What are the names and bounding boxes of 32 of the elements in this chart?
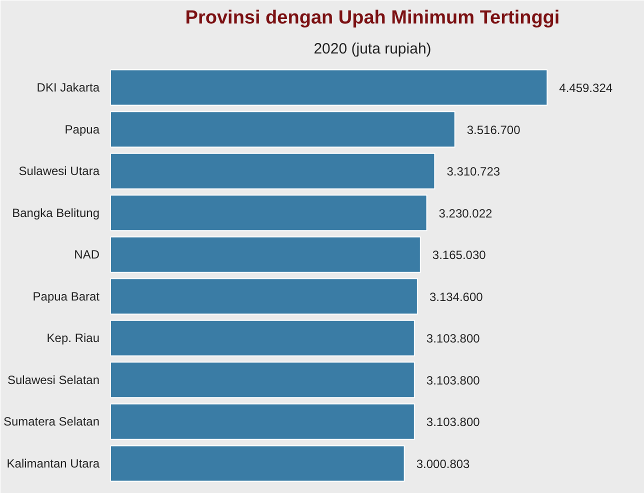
data-label: 4.459.324 xyxy=(559,81,613,96)
data-label: 3.103.800 xyxy=(426,415,480,430)
y-tick-label: NAD xyxy=(74,248,100,262)
bar xyxy=(110,236,421,273)
bar xyxy=(110,362,415,398)
bar xyxy=(110,445,405,482)
y-tick-label: Papua Barat xyxy=(32,289,100,304)
y-tick-label: Kalimantan Utara xyxy=(6,456,100,470)
y-tick-label: Sumatera Selatan xyxy=(3,414,100,429)
chart-title: Provinsi dengan Upah Minimum Tertinggi xyxy=(185,8,560,28)
y-tick-label: Sulawesi Selatan xyxy=(7,372,100,387)
y-tick-label: Papua xyxy=(64,122,100,136)
y-tick-label: DKI Jakarta xyxy=(36,80,100,95)
chart-subtitle: 2020 (juta rupiah) xyxy=(314,40,432,58)
data-label: 3.165.030 xyxy=(432,248,486,262)
data-label: 3.230.022 xyxy=(438,206,492,220)
bar xyxy=(110,320,415,356)
bar xyxy=(110,111,456,148)
y-tick-label: Sulawesi Utara xyxy=(18,164,100,178)
data-label: 3.103.800 xyxy=(426,332,480,346)
data-label: 3.103.800 xyxy=(426,373,480,388)
data-label: 3.516.700 xyxy=(466,122,521,137)
data-label: 3.000.803 xyxy=(416,456,470,471)
data-label: 3.134.600 xyxy=(429,290,484,304)
bar xyxy=(110,278,418,315)
data-label: 3.310.723 xyxy=(446,164,500,179)
bar xyxy=(110,403,415,440)
bar xyxy=(110,194,428,232)
y-tick-label: Kep. Riau xyxy=(46,331,100,346)
bar xyxy=(110,69,548,106)
y-tick-label: Bangka Belitung xyxy=(12,206,100,220)
bar xyxy=(110,152,436,190)
